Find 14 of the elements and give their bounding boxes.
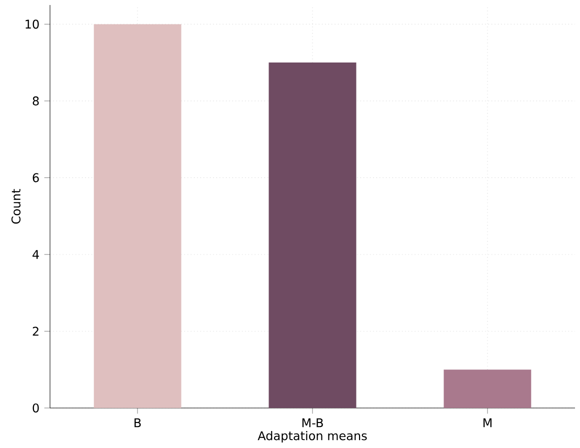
- y-tick-label: 6: [32, 173, 39, 182]
- x-tick-label: M: [484, 418, 492, 428]
- y-axis-title: Count: [11, 188, 21, 224]
- y-tick-label: 10: [26, 20, 39, 29]
- y-tick-label: 0: [32, 403, 39, 413]
- x-tick-label: B: [134, 418, 141, 428]
- y-tick-label: 4: [32, 250, 39, 259]
- bar: [444, 370, 532, 408]
- y-tick-label: 2: [32, 326, 38, 336]
- y-tick-label: 8: [32, 96, 39, 106]
- x-axis-title: Adaptation means: [258, 430, 367, 443]
- bar: [94, 24, 182, 408]
- x-tick-label: M-B: [302, 418, 323, 428]
- bar: [268, 62, 356, 408]
